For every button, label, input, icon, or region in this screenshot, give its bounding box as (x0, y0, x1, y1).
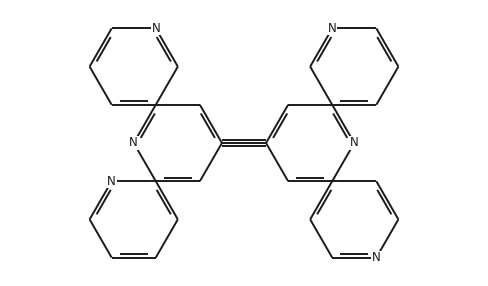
Text: N: N (129, 136, 138, 150)
Text: N: N (372, 251, 381, 264)
Text: N: N (151, 22, 160, 35)
Text: N: N (350, 136, 359, 150)
Text: N: N (328, 22, 337, 35)
Text: N: N (107, 175, 116, 188)
